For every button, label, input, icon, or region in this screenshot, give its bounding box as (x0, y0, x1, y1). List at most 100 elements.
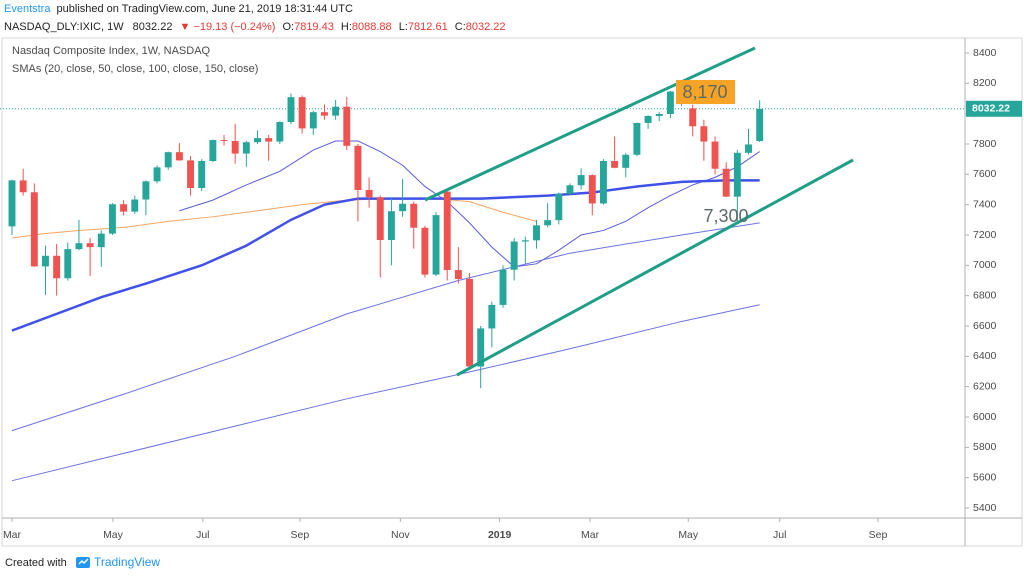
candle-body (8, 180, 16, 227)
candle-body (153, 167, 161, 182)
candle-body (722, 168, 730, 197)
x-tick-label: Nov (391, 529, 410, 541)
ohlc-c: 8032.22 (466, 21, 506, 33)
candle-body (477, 328, 485, 367)
sma-line (11, 179, 760, 332)
annotation-box (676, 80, 735, 104)
candle-body (320, 112, 328, 116)
candle-body (466, 278, 473, 367)
candle-body (30, 192, 38, 267)
ohlc-h-label: H: (341, 21, 352, 33)
candle-body (711, 141, 719, 169)
y-tick-label: 8200 (973, 77, 997, 89)
candle-body (655, 113, 663, 116)
candle-body (265, 138, 273, 142)
y-tick-label: 6600 (973, 320, 997, 332)
annotation: 7,300 (703, 206, 748, 226)
last-price-label: 8032.22 (972, 103, 1010, 115)
candle-body (387, 211, 395, 241)
last-price-box (966, 100, 1022, 117)
candle-body (365, 189, 373, 198)
candle-body (666, 91, 674, 114)
author[interactable]: Eventstra (4, 3, 51, 15)
candle-body (242, 142, 250, 154)
x-tick-label: Mar (581, 529, 600, 541)
x-tick-label: May (103, 529, 124, 541)
candle-body (309, 112, 317, 129)
candle-body (432, 215, 440, 275)
sma-line (11, 198, 537, 239)
candle-body (745, 144, 752, 153)
candle-body (644, 115, 652, 123)
candle-body (354, 145, 362, 190)
trend-line-upper (424, 46, 756, 202)
candle-body (131, 199, 139, 212)
x-tick-label: May (678, 529, 699, 541)
x-tick-label: Sep (869, 529, 888, 541)
candle-body (588, 175, 596, 204)
candle-body (75, 243, 83, 250)
candle-body (454, 270, 462, 279)
candle-body (399, 203, 407, 212)
publish-line: Eventstra published on TradingView.com, … (4, 3, 353, 15)
symbol: NASDAQ_DLY:IXIC, 1W (4, 21, 124, 33)
ohlc-h: 8088.88 (352, 21, 392, 33)
y-tick-label: 7400 (973, 198, 997, 210)
brand[interactable]: TradingView (94, 555, 160, 569)
y-tick-label: 5400 (973, 502, 997, 514)
candle-body (689, 108, 697, 127)
x-tick-label: Jul (196, 529, 209, 541)
y-tick-label: 7600 (973, 168, 997, 180)
candle-body (577, 175, 585, 186)
candle-body (555, 193, 563, 221)
candle-body (566, 185, 574, 194)
candle-body (443, 191, 451, 271)
ohlc-o-label: O: (282, 21, 294, 33)
y-tick-label: 7000 (973, 259, 997, 271)
y-tick-label: 6400 (973, 350, 997, 362)
y-tick-label: 5600 (973, 471, 997, 483)
candle-body (64, 249, 72, 279)
created-with: Created with (5, 557, 67, 569)
candle-body (599, 160, 607, 204)
candle-body (120, 204, 128, 212)
candle-body (287, 97, 295, 123)
candle-body (53, 255, 61, 279)
candle-body (142, 181, 150, 200)
published: published on TradingView.com, June 21, 2… (57, 3, 353, 15)
chart-subtitle: SMAs (20, close, 50, close, 100, close, … (12, 63, 258, 75)
candle-body (733, 152, 741, 197)
candle-body (488, 304, 496, 329)
sma-line (11, 304, 760, 482)
trend-line-lower (456, 158, 854, 377)
y-tick-label: 5800 (973, 441, 997, 453)
candle-body (175, 152, 183, 161)
candle-body (700, 126, 708, 142)
candle-body (343, 106, 351, 146)
candle-body (756, 108, 764, 141)
panel-frame (1, 37, 1023, 547)
candle-body (209, 140, 217, 161)
candle-body (198, 160, 206, 188)
symbol-line: NASDAQ_DLY:IXIC, 1W 8032.22 ▼ −19.13 (−0… (4, 21, 506, 33)
x-tick-label: Jul (773, 529, 786, 541)
sma-line (179, 140, 760, 268)
last: 8032.22 (133, 21, 173, 33)
candle-body (19, 180, 27, 193)
candle-body (220, 140, 228, 142)
sma-line (11, 222, 760, 432)
candle-body (164, 152, 172, 168)
x-tick-label: Mar (3, 529, 22, 541)
candle-body (533, 225, 540, 241)
candle-body (410, 203, 418, 228)
candle-body (254, 138, 261, 143)
candle-body (622, 154, 630, 168)
logo (76, 557, 90, 568)
candle-body (298, 97, 306, 129)
candle-body (97, 233, 105, 248)
candle-body (521, 240, 529, 242)
candle-body (510, 241, 518, 270)
candle-body (421, 227, 429, 275)
x-tick-label: Sep (291, 529, 310, 541)
annotation: 8,170 (682, 82, 727, 102)
